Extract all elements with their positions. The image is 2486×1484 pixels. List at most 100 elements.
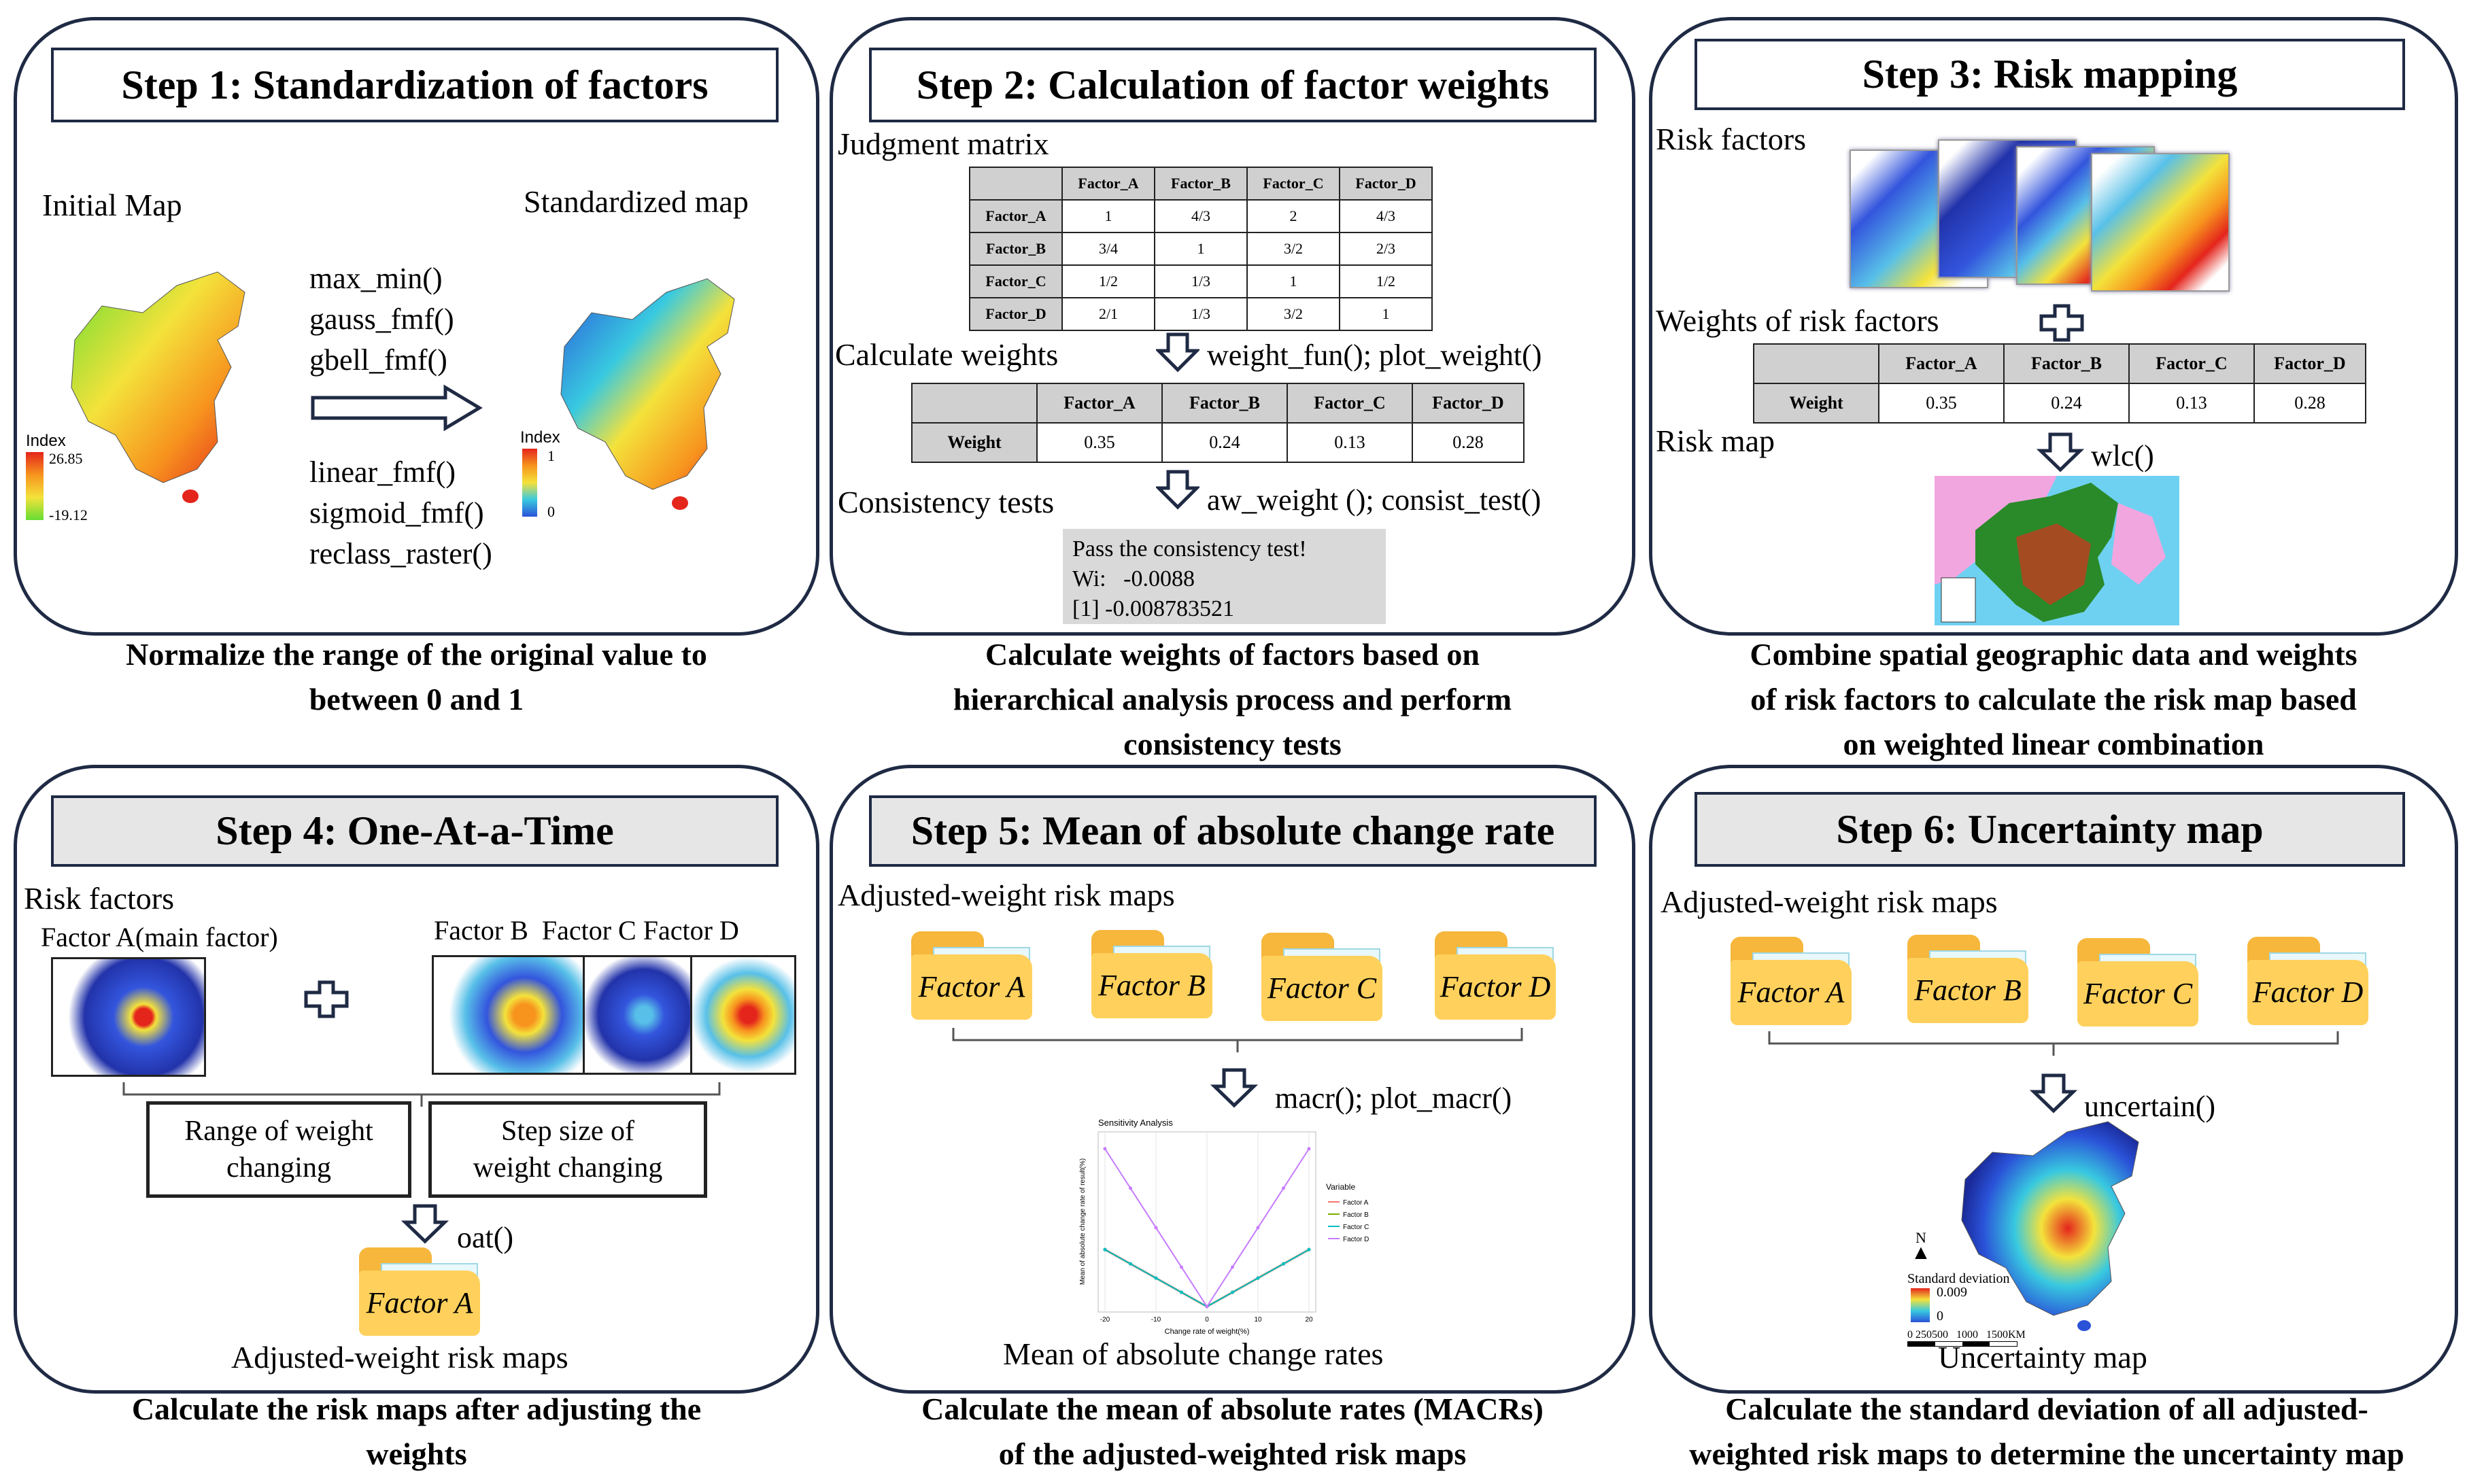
consistency-tests-label: Consistency tests (838, 485, 1055, 519)
standardized-legend-max: 1 (547, 447, 555, 464)
x-tick-label: 0 (1205, 1316, 1209, 1324)
step3-title: Step 3: Risk mapping (1695, 39, 2405, 110)
calculate-weights-label: Calculate weights (835, 337, 1059, 372)
data-point (1231, 1265, 1234, 1269)
factor-b-folder-icon: Factor B (1091, 930, 1212, 1018)
step5-caption: Calculate the mean of absolute rates (MA… (921, 1392, 1544, 1471)
table-row: Factor_B 3/4 1 3/2 2/3 (969, 232, 1433, 266)
x-tick-label: -20 (1100, 1316, 1110, 1324)
step5-output-label: Mean of absolute change rates (1003, 1336, 1384, 1371)
weights-of-risk-factors-label: Weights of risk factors (1656, 303, 1939, 338)
down-arrow-icon (1156, 470, 1199, 510)
x-axis-label: Change rate of weight(%) (1165, 1328, 1250, 1336)
step-size-box: Step size of weight changing (428, 1101, 707, 1198)
factor-b-map (432, 955, 587, 1075)
judgment-matrix-table: Factor_A Factor_B Factor_C Factor_D Fact… (969, 167, 1433, 331)
uncertainty-legend-bar (1911, 1288, 1930, 1322)
factor-d-folder-icon: Factor D (1435, 931, 1556, 1020)
data-point (1180, 1290, 1183, 1294)
oat-function: oat() (457, 1221, 514, 1254)
factor-c-map (583, 955, 694, 1075)
data-point (1154, 1276, 1158, 1280)
function-linear-fmf: linear_fmf() (309, 455, 456, 489)
data-point (1129, 1186, 1132, 1190)
down-arrow-icon (1156, 332, 1199, 373)
north-arrow-icon: N ▲ (1911, 1229, 1931, 1264)
macr-line-chart: Sensitivity Analysis -20 -10 0 10 20 Change … (1079, 1118, 1369, 1336)
data-point (1154, 1226, 1158, 1230)
bracket-line (1768, 1031, 2339, 1056)
data-point (1307, 1147, 1311, 1151)
x-tick-label: 20 (1305, 1316, 1313, 1324)
step6-input-label: Adjusted-weight risk maps (1661, 884, 1998, 919)
range-of-weight-box: Range of weight changing (146, 1101, 411, 1198)
weights-header-row: Factor_A Factor_B Factor_C Factor_D (911, 383, 1525, 424)
matrix-header-row: Factor_A Factor_B Factor_C Factor_D (969, 167, 1433, 201)
bracket-line (952, 1028, 1523, 1052)
uncertainty-map-image (1961, 1121, 2139, 1331)
function-gauss-fmf: gauss_fmf() (309, 303, 454, 336)
right-arrow-icon (311, 384, 483, 432)
initial-map-image (71, 271, 245, 503)
step1-functions-top: max_min() gauss_fmf() gbell_fmf() (309, 258, 454, 381)
risk-map-image (1935, 476, 2179, 625)
step3-weights-table: Factor_A Factor_B Factor_C Factor_D Weig… (1753, 343, 2366, 424)
step3-caption: Combine spatial geographic data and weig… (1750, 637, 2357, 761)
function-gbell-fmf: gbell_fmf() (309, 343, 447, 377)
plus-icon (304, 980, 349, 1018)
factor-a-folder-icon: Factor A (911, 931, 1032, 1020)
factor-weights-table: Factor_A Factor_B Factor_C Factor_D Weig… (911, 383, 1525, 463)
factor-a-folder-icon: Factor A (1731, 937, 1852, 1025)
standardized-map-label: Standardized map (524, 184, 749, 219)
legend-label: Factor D (1343, 1236, 1369, 1243)
console-output: Pass the consistency test! Wi: -0.0088 [… (1063, 529, 1386, 624)
weights-header-row: Factor_A Factor_B Factor_C Factor_D (1753, 343, 2366, 384)
judgment-matrix-label: Judgment matrix (838, 126, 1049, 161)
down-arrow-icon (2037, 432, 2084, 472)
table-row: Weight 0.35 0.24 0.13 0.28 (1753, 383, 2366, 424)
main-factor-label: Factor A(main factor) (41, 922, 278, 952)
down-arrow-icon (1210, 1068, 1258, 1108)
uncertain-function: uncertain() (2084, 1090, 2215, 1123)
x-tick-label: -10 (1151, 1316, 1161, 1324)
uncertainty-legend-min: 0 (1937, 1309, 1943, 1324)
data-point (1282, 1262, 1285, 1266)
step6-caption: Calculate the standard deviation of all … (1689, 1392, 2404, 1471)
initial-legend-max: 26.85 (49, 450, 83, 467)
factor-b-folder-icon: Factor B (1907, 935, 2028, 1023)
down-arrow-icon (401, 1204, 449, 1244)
chart-legend: Factor A Factor B Factor C Factor D (1328, 1199, 1369, 1243)
factor-a-folder-icon: Factor A (359, 1247, 480, 1336)
data-point (1256, 1276, 1260, 1280)
step4-risk-factors-label: Risk factors (24, 881, 175, 916)
factor-d-folder-icon: Factor D (2247, 937, 2368, 1025)
chart-lines (1103, 1147, 1311, 1309)
macr-function: macr(); plot_macr() (1275, 1082, 1512, 1115)
risk-factors-label: Risk factors (1656, 122, 1807, 156)
uncertainty-legend-max: 0.009 (1937, 1285, 1967, 1300)
scale-bar: 0 250500 1000 1500KM (1907, 1329, 2026, 1347)
step1-title: Step 1: Standardization of factors (51, 48, 779, 122)
chart-grid (1104, 1132, 1310, 1312)
initial-legend-bar (26, 452, 44, 520)
down-arrow-icon (2030, 1073, 2077, 1114)
factor-c-folder-icon: Factor C (2077, 938, 2198, 1026)
wlc-function: wlc() (2091, 439, 2154, 472)
legend-label: Factor C (1343, 1224, 1369, 1231)
initial-legend-min: -19.12 (49, 506, 88, 523)
step1-caption: Normalize the range of the original valu… (126, 637, 707, 717)
initial-legend-title: Index (26, 432, 66, 450)
legend-label: Factor A (1343, 1199, 1369, 1207)
data-point (1180, 1265, 1183, 1269)
chart-xticks: -20 -10 0 10 20 (1100, 1316, 1313, 1324)
table-row: Factor_D 2/1 1/3 3/2 1 (969, 297, 1433, 331)
step5-input-label: Adjusted-weight risk maps (838, 878, 1175, 912)
plus-icon (2039, 304, 2084, 342)
data-point (1103, 1247, 1107, 1252)
data-point (1231, 1290, 1234, 1294)
step4-title: Step 4: One-At-a-Time (51, 795, 779, 867)
step2-title: Step 2: Calculation of factor weights (869, 48, 1597, 122)
consistency-function: aw_weight (); consist_test() (1207, 483, 1542, 517)
risk-factor-maps-stack (1850, 136, 2230, 299)
data-point (1129, 1262, 1132, 1266)
